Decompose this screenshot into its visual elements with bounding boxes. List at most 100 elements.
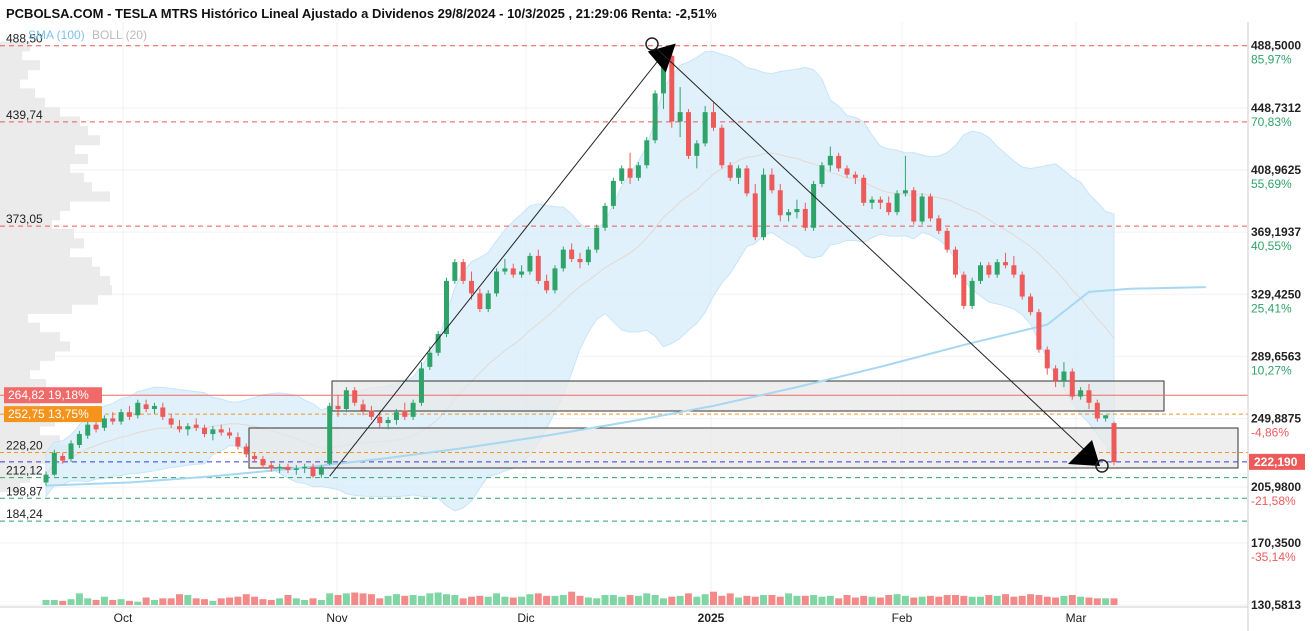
volume-bar	[576, 595, 584, 605]
volume-bar	[751, 596, 759, 605]
volume-profile-bar	[0, 435, 60, 446]
volume-bar	[1077, 596, 1085, 605]
volume-bar	[301, 600, 309, 605]
candle	[877, 196, 883, 210]
volume-profile-bar	[0, 247, 70, 258]
candle-body	[85, 424, 91, 436]
candle	[719, 124, 725, 169]
candle-body	[827, 155, 833, 166]
x-axis-label: 2025	[698, 611, 725, 625]
candle-body	[1028, 296, 1034, 313]
candle-body	[861, 177, 867, 203]
volume-bar	[84, 598, 92, 605]
candle	[544, 274, 550, 294]
candle	[727, 162, 733, 181]
candle-body	[285, 466, 291, 470]
candle	[510, 263, 516, 278]
candle-body	[694, 143, 700, 156]
candle-body	[819, 165, 825, 185]
candle	[43, 471, 49, 486]
candle	[385, 416, 391, 430]
volume-bar	[267, 600, 275, 605]
candle-body	[177, 426, 182, 430]
candle	[185, 423, 191, 436]
volume-bar	[951, 595, 959, 605]
volume-profile-bar	[0, 191, 110, 202]
candle	[160, 402, 166, 420]
candle	[711, 102, 716, 131]
candle-body	[293, 468, 299, 470]
candle-body	[978, 265, 983, 281]
candle-body	[669, 55, 675, 122]
volume-bar	[1110, 598, 1118, 605]
candle	[218, 424, 224, 436]
candle-body	[911, 190, 917, 222]
volume-bar	[351, 592, 359, 605]
volume-profile-bar	[0, 125, 88, 136]
candle-body	[410, 402, 416, 417]
candle-body	[360, 404, 366, 411]
arrow-end-marker	[1095, 459, 1109, 473]
volume-bar	[843, 595, 851, 605]
candle-body	[160, 407, 166, 417]
volume-bar	[668, 596, 676, 605]
axis-percent-label: 10,27%	[1251, 363, 1292, 377]
candle	[352, 387, 358, 406]
volume-profile-bar	[0, 463, 40, 474]
volume-bar	[100, 596, 108, 605]
volume-bar	[209, 600, 217, 605]
candle-body	[961, 274, 967, 306]
candle	[944, 227, 950, 253]
candle	[961, 271, 967, 310]
candle	[126, 405, 132, 420]
candle-body	[460, 262, 466, 281]
volume-profile-bar	[0, 144, 75, 155]
candle	[836, 152, 842, 172]
candle	[118, 409, 124, 425]
left-level-label: 198,87	[6, 484, 43, 498]
volume-bar	[217, 598, 225, 605]
volume-bar	[701, 594, 709, 605]
candle	[193, 418, 199, 431]
candle	[469, 271, 475, 300]
support-zone-upper	[331, 380, 1165, 412]
left-level-label: 439,74	[6, 108, 43, 122]
volume-bar	[960, 595, 968, 605]
volume-bar	[718, 595, 726, 605]
axis-value-label: 448,7312	[1251, 101, 1301, 115]
candle-body	[644, 140, 650, 166]
candle	[494, 268, 500, 297]
volume-profile-bar	[0, 219, 52, 230]
volume-bar	[342, 593, 350, 605]
candle-body	[744, 168, 750, 194]
volume-bar	[234, 596, 242, 605]
candle	[427, 346, 433, 370]
volume-bar	[1052, 597, 1060, 605]
candle	[978, 262, 983, 285]
candle	[227, 427, 233, 439]
volume-profile-bar	[0, 266, 100, 277]
arrow-down-line	[655, 47, 1091, 456]
left-level-labels: 488,50 439,74 373,05 228,20 212,12 198,87 184,…	[6, 32, 43, 521]
arrow-up-head	[647, 43, 676, 73]
candle	[277, 463, 283, 474]
volume-bar	[626, 595, 634, 605]
legend-boll: BOLL (20)	[92, 28, 147, 42]
volume-bar	[893, 594, 901, 605]
candle-body	[919, 196, 925, 222]
candle	[460, 259, 466, 285]
candle-body	[836, 155, 842, 169]
volume-bar	[317, 600, 325, 605]
candle-body	[677, 112, 683, 122]
candle-body	[126, 412, 132, 417]
volume-bars	[42, 591, 1118, 605]
volume-profile-bar	[0, 444, 70, 455]
volume-profile-bar	[0, 454, 55, 465]
chart-title: PCBOLSA.COM - TESLA MTRS Histórico Linea…	[6, 6, 717, 21]
candle	[68, 440, 74, 463]
candle	[177, 419, 182, 433]
volume-profile-bar	[0, 257, 92, 268]
candle-body	[151, 405, 157, 410]
price-badge	[4, 387, 102, 404]
